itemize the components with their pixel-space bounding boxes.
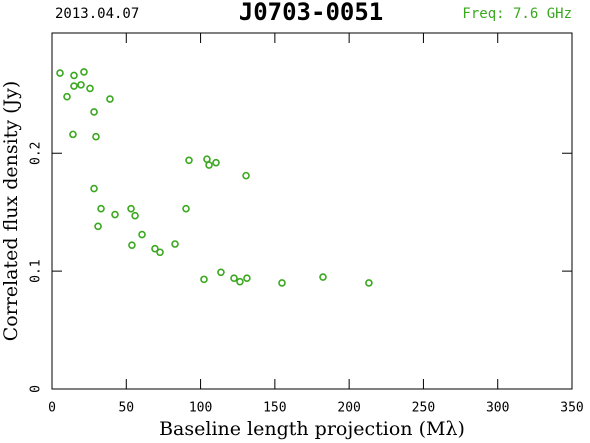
point [70,82,78,90]
point [319,273,327,281]
plot-frame [51,32,573,390]
point [77,81,85,89]
point [200,275,208,284]
point [63,92,71,101]
x-tick-label: 300 [486,401,509,416]
point [80,68,88,76]
point [92,132,100,141]
point [212,158,220,167]
point [97,204,105,213]
point [138,230,146,239]
y-tick-label: 0 [29,385,44,393]
x-tick-label: 0 [48,401,56,416]
point [69,130,77,139]
point [56,69,64,77]
x-tick-label: 100 [189,401,212,416]
point [171,240,179,248]
point [128,241,136,249]
x-tick-label: 250 [412,401,435,416]
y-tick-label: 0.2 [29,141,44,164]
y-tick-label: 0.1 [29,259,44,282]
point [131,211,139,220]
chart-title: J0703-0051 [239,0,384,26]
point [127,204,135,213]
point [94,222,102,231]
date: 2013.04.07 [55,6,139,22]
point [365,279,373,287]
point [182,204,190,213]
point [205,161,213,169]
point [90,184,98,193]
y-axis-title: Correlated flux density (Jy) [0,81,22,342]
point [278,279,286,287]
point [86,84,94,93]
point [90,108,98,116]
point [230,274,238,282]
frequency: Freq: 7.6 GHz [462,6,572,22]
point [156,248,164,257]
point [217,268,225,277]
point [185,156,193,165]
point [236,277,244,286]
point [243,274,251,282]
point [70,71,78,80]
point [151,244,159,253]
point [111,210,119,219]
point [106,95,114,103]
point [242,171,250,180]
x-tick-label: 350 [560,401,583,416]
x-tick-label: 50 [118,401,134,416]
x-tick-label: 200 [337,401,360,416]
x-tick-label: 150 [263,401,286,416]
x-axis-title: Baseline length projection (Mλ) [159,418,465,440]
